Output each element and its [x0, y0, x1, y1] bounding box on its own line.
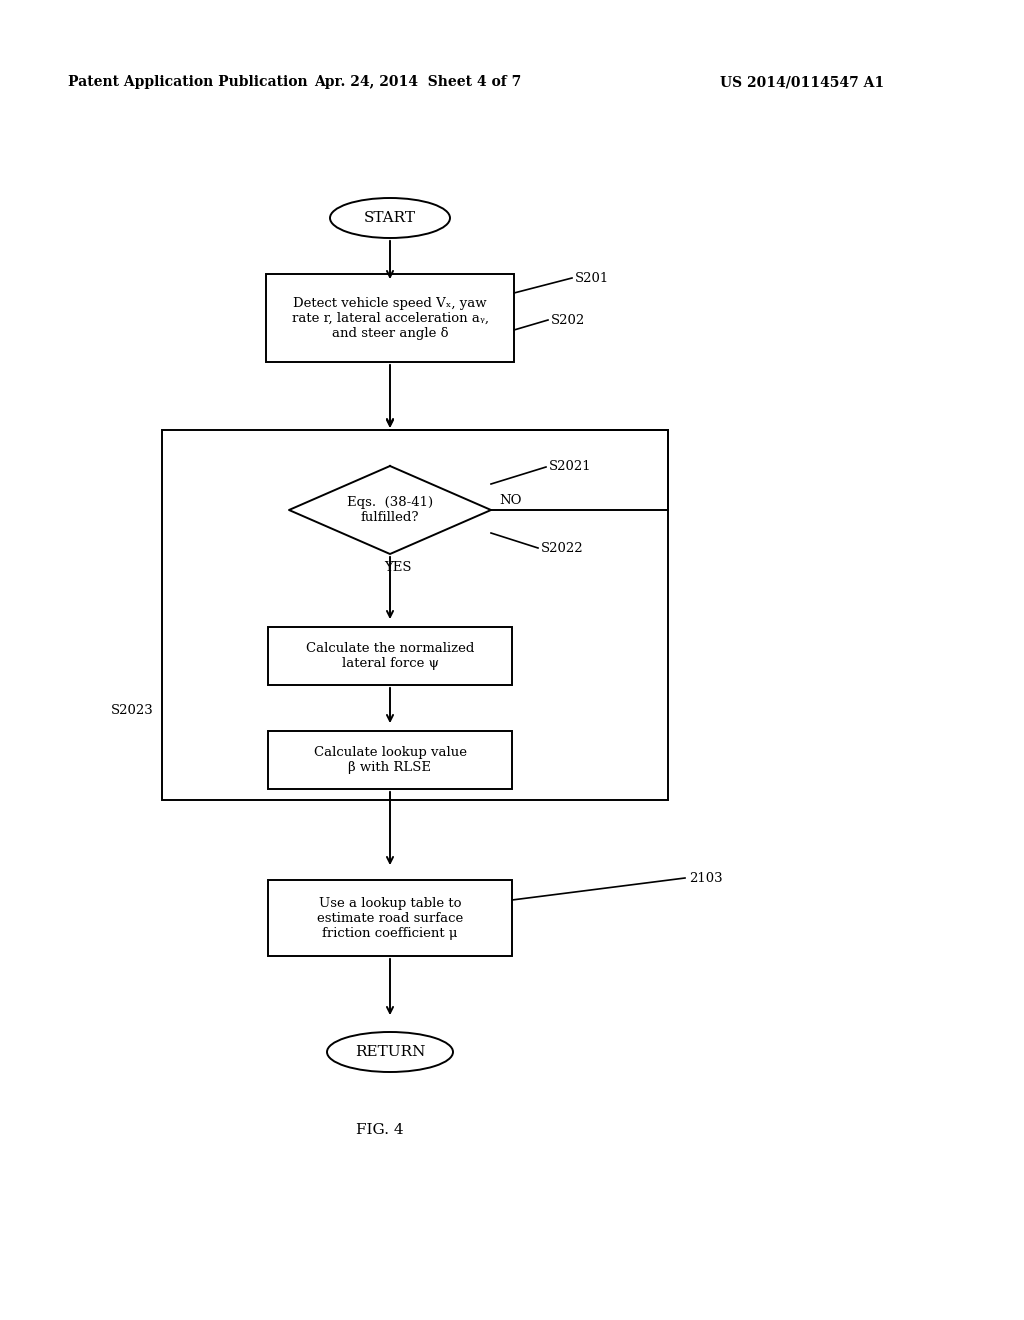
- Text: Apr. 24, 2014  Sheet 4 of 7: Apr. 24, 2014 Sheet 4 of 7: [314, 75, 521, 88]
- Text: S202: S202: [551, 314, 586, 326]
- Text: 2103: 2103: [689, 871, 723, 884]
- Text: Calculate the normalized
lateral force ψ: Calculate the normalized lateral force ψ: [306, 642, 474, 671]
- Text: NO: NO: [499, 494, 521, 507]
- Text: Use a lookup table to
estimate road surface
friction coefficient μ: Use a lookup table to estimate road surf…: [316, 896, 463, 940]
- Text: S2022: S2022: [541, 541, 584, 554]
- Ellipse shape: [330, 198, 450, 238]
- Text: S2021: S2021: [549, 461, 592, 474]
- Text: S201: S201: [575, 272, 609, 285]
- Text: START: START: [364, 211, 416, 224]
- Ellipse shape: [327, 1032, 453, 1072]
- Text: YES: YES: [384, 561, 412, 574]
- Text: FIG. 4: FIG. 4: [356, 1123, 403, 1137]
- Text: Patent Application Publication: Patent Application Publication: [68, 75, 307, 88]
- Text: S2023: S2023: [112, 704, 154, 717]
- Bar: [162, 430, 668, 800]
- Text: RETURN: RETURN: [354, 1045, 425, 1059]
- Polygon shape: [289, 466, 490, 554]
- Bar: [268, 731, 512, 789]
- Bar: [268, 880, 512, 956]
- Text: Eqs.  (38-41)
fulfilled?: Eqs. (38-41) fulfilled?: [347, 496, 433, 524]
- Text: Detect vehicle speed Vₓ, yaw
rate r, lateral acceleration aᵧ,
and steer angle δ: Detect vehicle speed Vₓ, yaw rate r, lat…: [292, 297, 488, 339]
- Text: Calculate lookup value
β with RLSE: Calculate lookup value β with RLSE: [313, 746, 467, 774]
- Bar: [268, 627, 512, 685]
- Bar: [266, 275, 514, 362]
- Text: US 2014/0114547 A1: US 2014/0114547 A1: [720, 75, 884, 88]
